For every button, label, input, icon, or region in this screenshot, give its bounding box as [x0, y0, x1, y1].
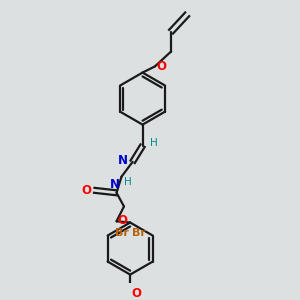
Text: N: N [110, 178, 120, 191]
Text: H: H [150, 138, 158, 148]
Text: Br: Br [132, 228, 146, 238]
Text: O: O [82, 184, 92, 197]
Text: N: N [118, 154, 128, 167]
Text: O: O [131, 287, 141, 300]
Text: O: O [118, 214, 128, 226]
Text: O: O [156, 60, 166, 73]
Text: Br: Br [115, 228, 129, 238]
Text: H: H [124, 177, 132, 187]
